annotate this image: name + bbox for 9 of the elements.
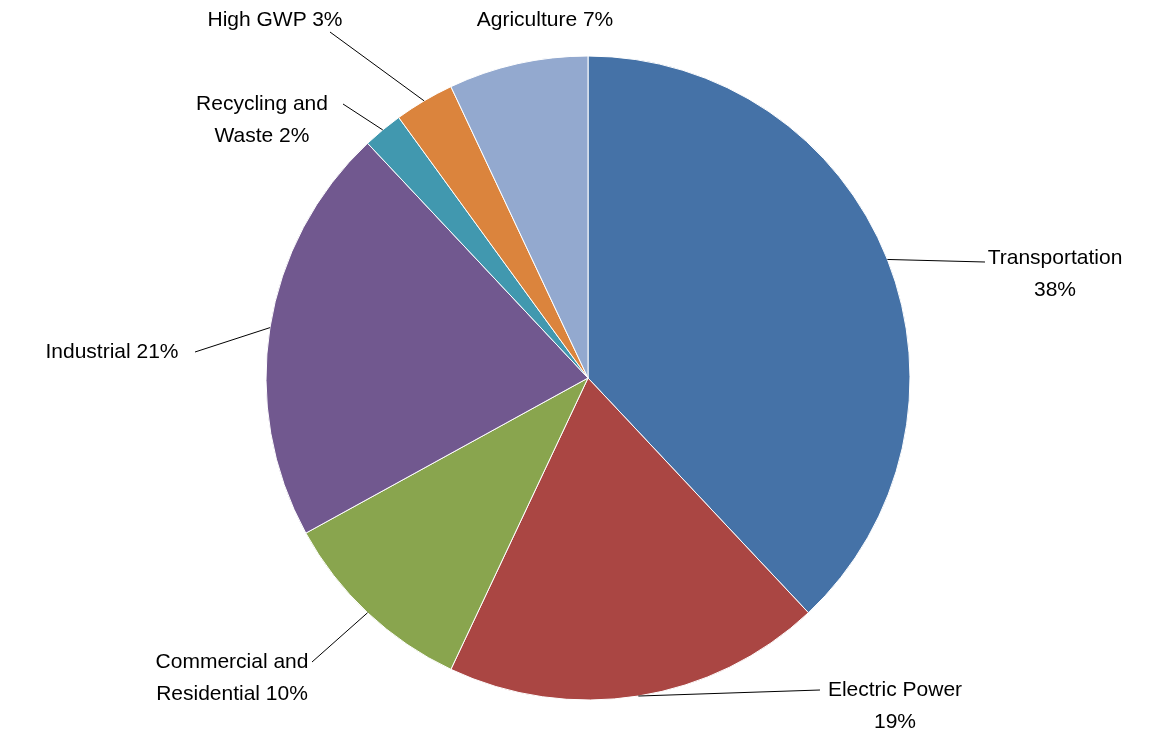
slice-label: Recycling and Waste 2% — [196, 91, 328, 146]
slice-label: High GWP 3% — [207, 7, 343, 30]
slice-label: Commercial and Residential 10% — [155, 649, 309, 704]
slice-label: Industrial 21% — [45, 339, 179, 362]
data-label: 38% — [1033, 277, 1077, 300]
slice-label: Electric Power — [827, 677, 963, 700]
data-label: 19% — [873, 709, 917, 732]
slice-label: Agriculture 7% — [476, 7, 614, 30]
slice-label: Transportation — [987, 245, 1123, 268]
